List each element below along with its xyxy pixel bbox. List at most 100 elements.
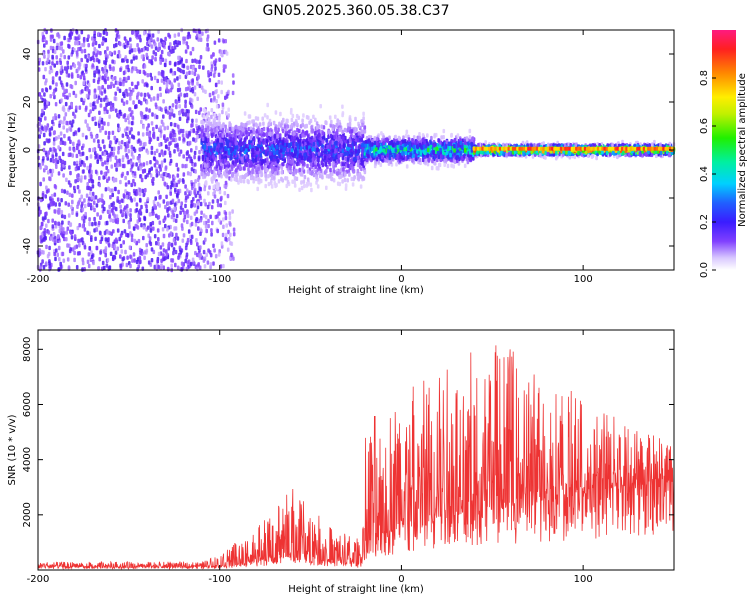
spectrogram-cell	[210, 128, 214, 133]
spectrogram-cell	[43, 141, 46, 146]
spectrogram-cell	[188, 140, 192, 146]
spectrogram-cell	[81, 89, 84, 94]
spectrogram-cell	[160, 78, 164, 83]
spectrogram-cell	[260, 172, 263, 178]
spectrogram-cell	[161, 176, 165, 182]
spectrogram-cell	[151, 55, 154, 60]
spectrogram-cell	[89, 163, 92, 168]
spectrogram-cell	[193, 85, 197, 90]
spectrogram-cell	[121, 58, 124, 63]
spectrogram-cell	[126, 155, 129, 160]
spectrogram-cell	[204, 215, 208, 220]
spectrogram-cell	[136, 219, 140, 224]
spectrogram-cell	[73, 245, 77, 250]
spectrogram-cell	[179, 128, 183, 134]
spectrogram-cell	[194, 67, 197, 73]
spectrogram-cell	[200, 167, 203, 172]
spectrogram-cell	[252, 175, 255, 181]
spectrogram-cell	[210, 108, 214, 113]
spectrogram-cell	[165, 87, 169, 92]
spectrogram-cell	[60, 213, 64, 219]
spectrogram-cell	[198, 150, 201, 155]
spectrogram-cell	[92, 101, 95, 107]
spectrogram-cell	[182, 40, 185, 45]
spectrogram-cell	[99, 128, 102, 133]
spectrogram-cell	[49, 45, 53, 51]
spectrogram-cell	[149, 173, 153, 178]
spectrogram-cell	[181, 238, 185, 243]
spectrogram-cell	[114, 218, 117, 223]
spectrogram-cell	[217, 252, 221, 257]
spectrogram-cell	[152, 226, 155, 231]
spectrogram-cell	[218, 189, 222, 195]
spectrogram-cell	[145, 52, 149, 58]
spectrogram-cell	[122, 240, 125, 245]
spectrogram-cell	[206, 42, 209, 48]
spectrogram-cell	[144, 188, 147, 193]
spectrogram-cell	[90, 237, 93, 242]
spectrogram-cell	[198, 194, 202, 199]
spectrogram-cell	[57, 171, 61, 176]
spectrogram-cell	[291, 159, 295, 164]
spectrogram-cell	[67, 213, 71, 218]
spectrogram-cell	[210, 148, 213, 153]
spectrogram-cell	[184, 164, 187, 169]
spectrogram-cell	[279, 144, 283, 149]
spectrogram-cell	[148, 236, 152, 241]
spectrogram-cell	[122, 256, 126, 261]
spectrogram-cell	[63, 141, 67, 146]
spectrogram-cell	[167, 32, 170, 38]
spectrogram-cell	[147, 123, 150, 128]
spectrogram-cell	[174, 249, 178, 255]
spectrogram-cell	[133, 182, 137, 187]
spectrogram-cell	[100, 91, 104, 96]
spectrogram-cell	[298, 187, 301, 192]
spectrogram-cell	[213, 69, 217, 75]
spectrogram-cell	[195, 145, 198, 151]
spectrogram-cell	[103, 160, 107, 165]
spectrogram-cell	[193, 189, 196, 195]
spectrogram-cell	[201, 129, 204, 134]
spectrogram-cell	[109, 195, 112, 200]
spectrogram-cell	[94, 154, 98, 159]
spectrogram-cell	[172, 238, 176, 243]
spectrogram-cell	[143, 250, 147, 255]
spectrogram-cell	[116, 54, 120, 59]
spectrogram-cell	[231, 73, 235, 78]
spectrogram-cell	[311, 128, 314, 133]
spectrogram-cell	[178, 104, 181, 109]
spectrogram-cell	[228, 126, 232, 132]
spectrogram-cell	[38, 210, 41, 216]
spectrogram-cell	[101, 198, 104, 204]
spectrogram-cell	[104, 253, 107, 258]
spectrogram-cell	[55, 152, 58, 157]
spectrogram-cell	[118, 236, 121, 242]
spectrogram-cell	[106, 178, 109, 183]
spectrogram-cell	[171, 137, 175, 143]
spectrogram-cell	[126, 191, 129, 196]
spectrogram-cell	[142, 192, 146, 198]
spectrogram-cell	[57, 245, 61, 251]
spectrogram-cell	[122, 76, 126, 82]
spectrogram-cell	[75, 153, 79, 159]
spectrogram-cell	[309, 162, 313, 167]
spectrogram-cell	[239, 166, 242, 171]
spectrogram-cell	[157, 237, 160, 242]
spectrogram-cell	[73, 188, 77, 194]
spectrogram-cell	[196, 33, 199, 38]
spectrogram-cell	[52, 38, 56, 44]
spectrogram-cell	[127, 67, 130, 73]
spectrogram-cell	[59, 265, 63, 270]
spectrogram-cell	[283, 158, 286, 163]
spectrogram-cell	[125, 100, 129, 105]
spectrogram-cell	[224, 215, 228, 221]
spectrogram-cell	[127, 114, 130, 119]
spectrogram-cell	[63, 214, 67, 220]
spectrogram-cell	[298, 142, 302, 147]
spectrogram-cell	[67, 152, 71, 158]
spectrogram-cell	[133, 238, 137, 244]
spectrogram-cell	[154, 102, 158, 107]
spectrogram-cell	[266, 128, 270, 133]
spectrogram-cell	[57, 34, 61, 39]
spectrogram-cell	[170, 243, 174, 248]
